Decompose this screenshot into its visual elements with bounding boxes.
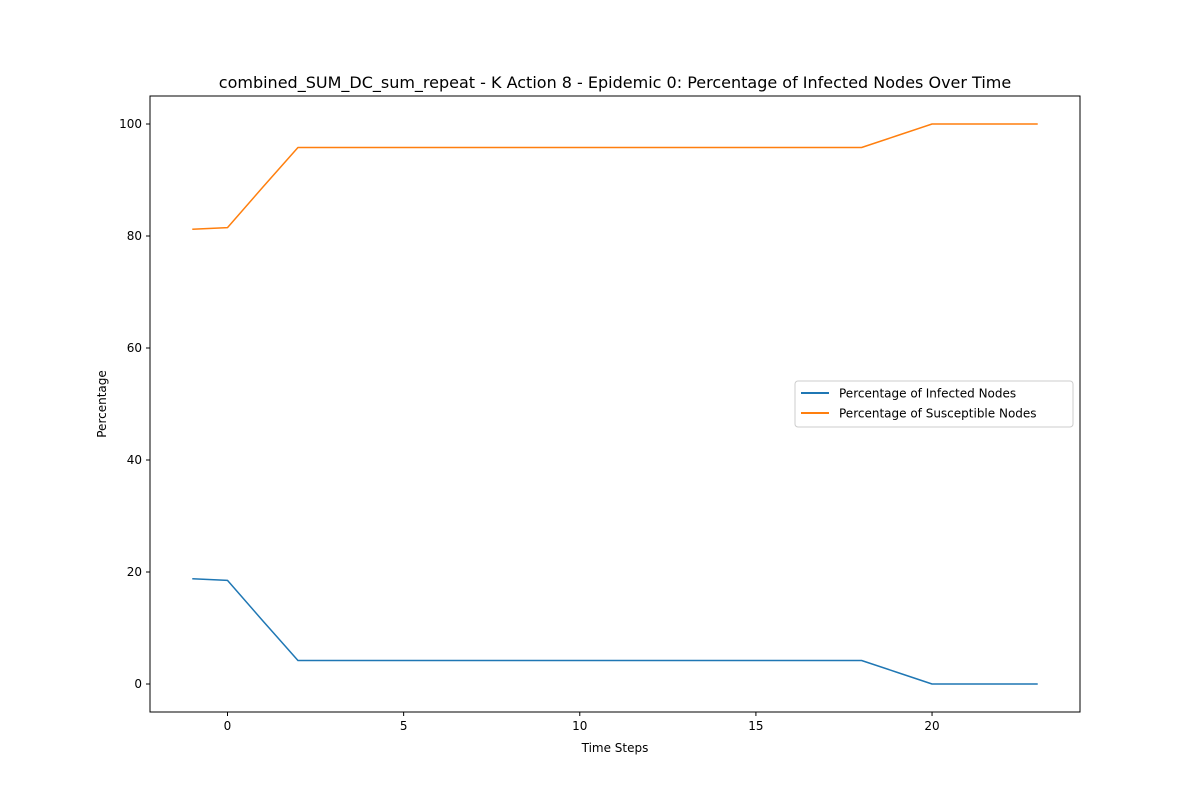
x-axis-label: Time Steps bbox=[581, 741, 649, 755]
legend-label-susceptible: Percentage of Susceptible Nodes bbox=[839, 407, 1037, 421]
y-tick-label: 0 bbox=[134, 677, 142, 691]
chart-title: combined_SUM_DC_sum_repeat - K Action 8 … bbox=[219, 73, 1011, 93]
y-tick-label: 60 bbox=[127, 341, 142, 355]
x-tick-label: 15 bbox=[748, 719, 763, 733]
series-line-percentage-of-infected-nodes bbox=[192, 577, 1038, 685]
legend: Percentage of Infected Nodes Percentage … bbox=[794, 380, 1074, 428]
y-axis-label: Percentage bbox=[95, 370, 109, 438]
axes-ticks: 0 5 10 15 20 0 20 40 60 80 100 bbox=[119, 117, 940, 733]
x-tick-label: 20 bbox=[924, 719, 939, 733]
y-tick-label: 20 bbox=[127, 565, 142, 579]
plot-frame bbox=[149, 95, 1081, 713]
legend-label-infected: Percentage of Infected Nodes bbox=[839, 387, 1016, 401]
series-line-percentage-of-susceptible-nodes bbox=[192, 123, 1038, 231]
x-tick-label: 10 bbox=[572, 719, 587, 733]
x-tick-label: 0 bbox=[224, 719, 232, 733]
y-tick-label: 100 bbox=[119, 117, 142, 131]
legend-box bbox=[794, 380, 1074, 428]
plot-area bbox=[192, 123, 1038, 685]
x-tick-label: 5 bbox=[400, 719, 408, 733]
y-tick-label: 40 bbox=[127, 453, 142, 467]
y-tick-label: 80 bbox=[127, 229, 142, 243]
